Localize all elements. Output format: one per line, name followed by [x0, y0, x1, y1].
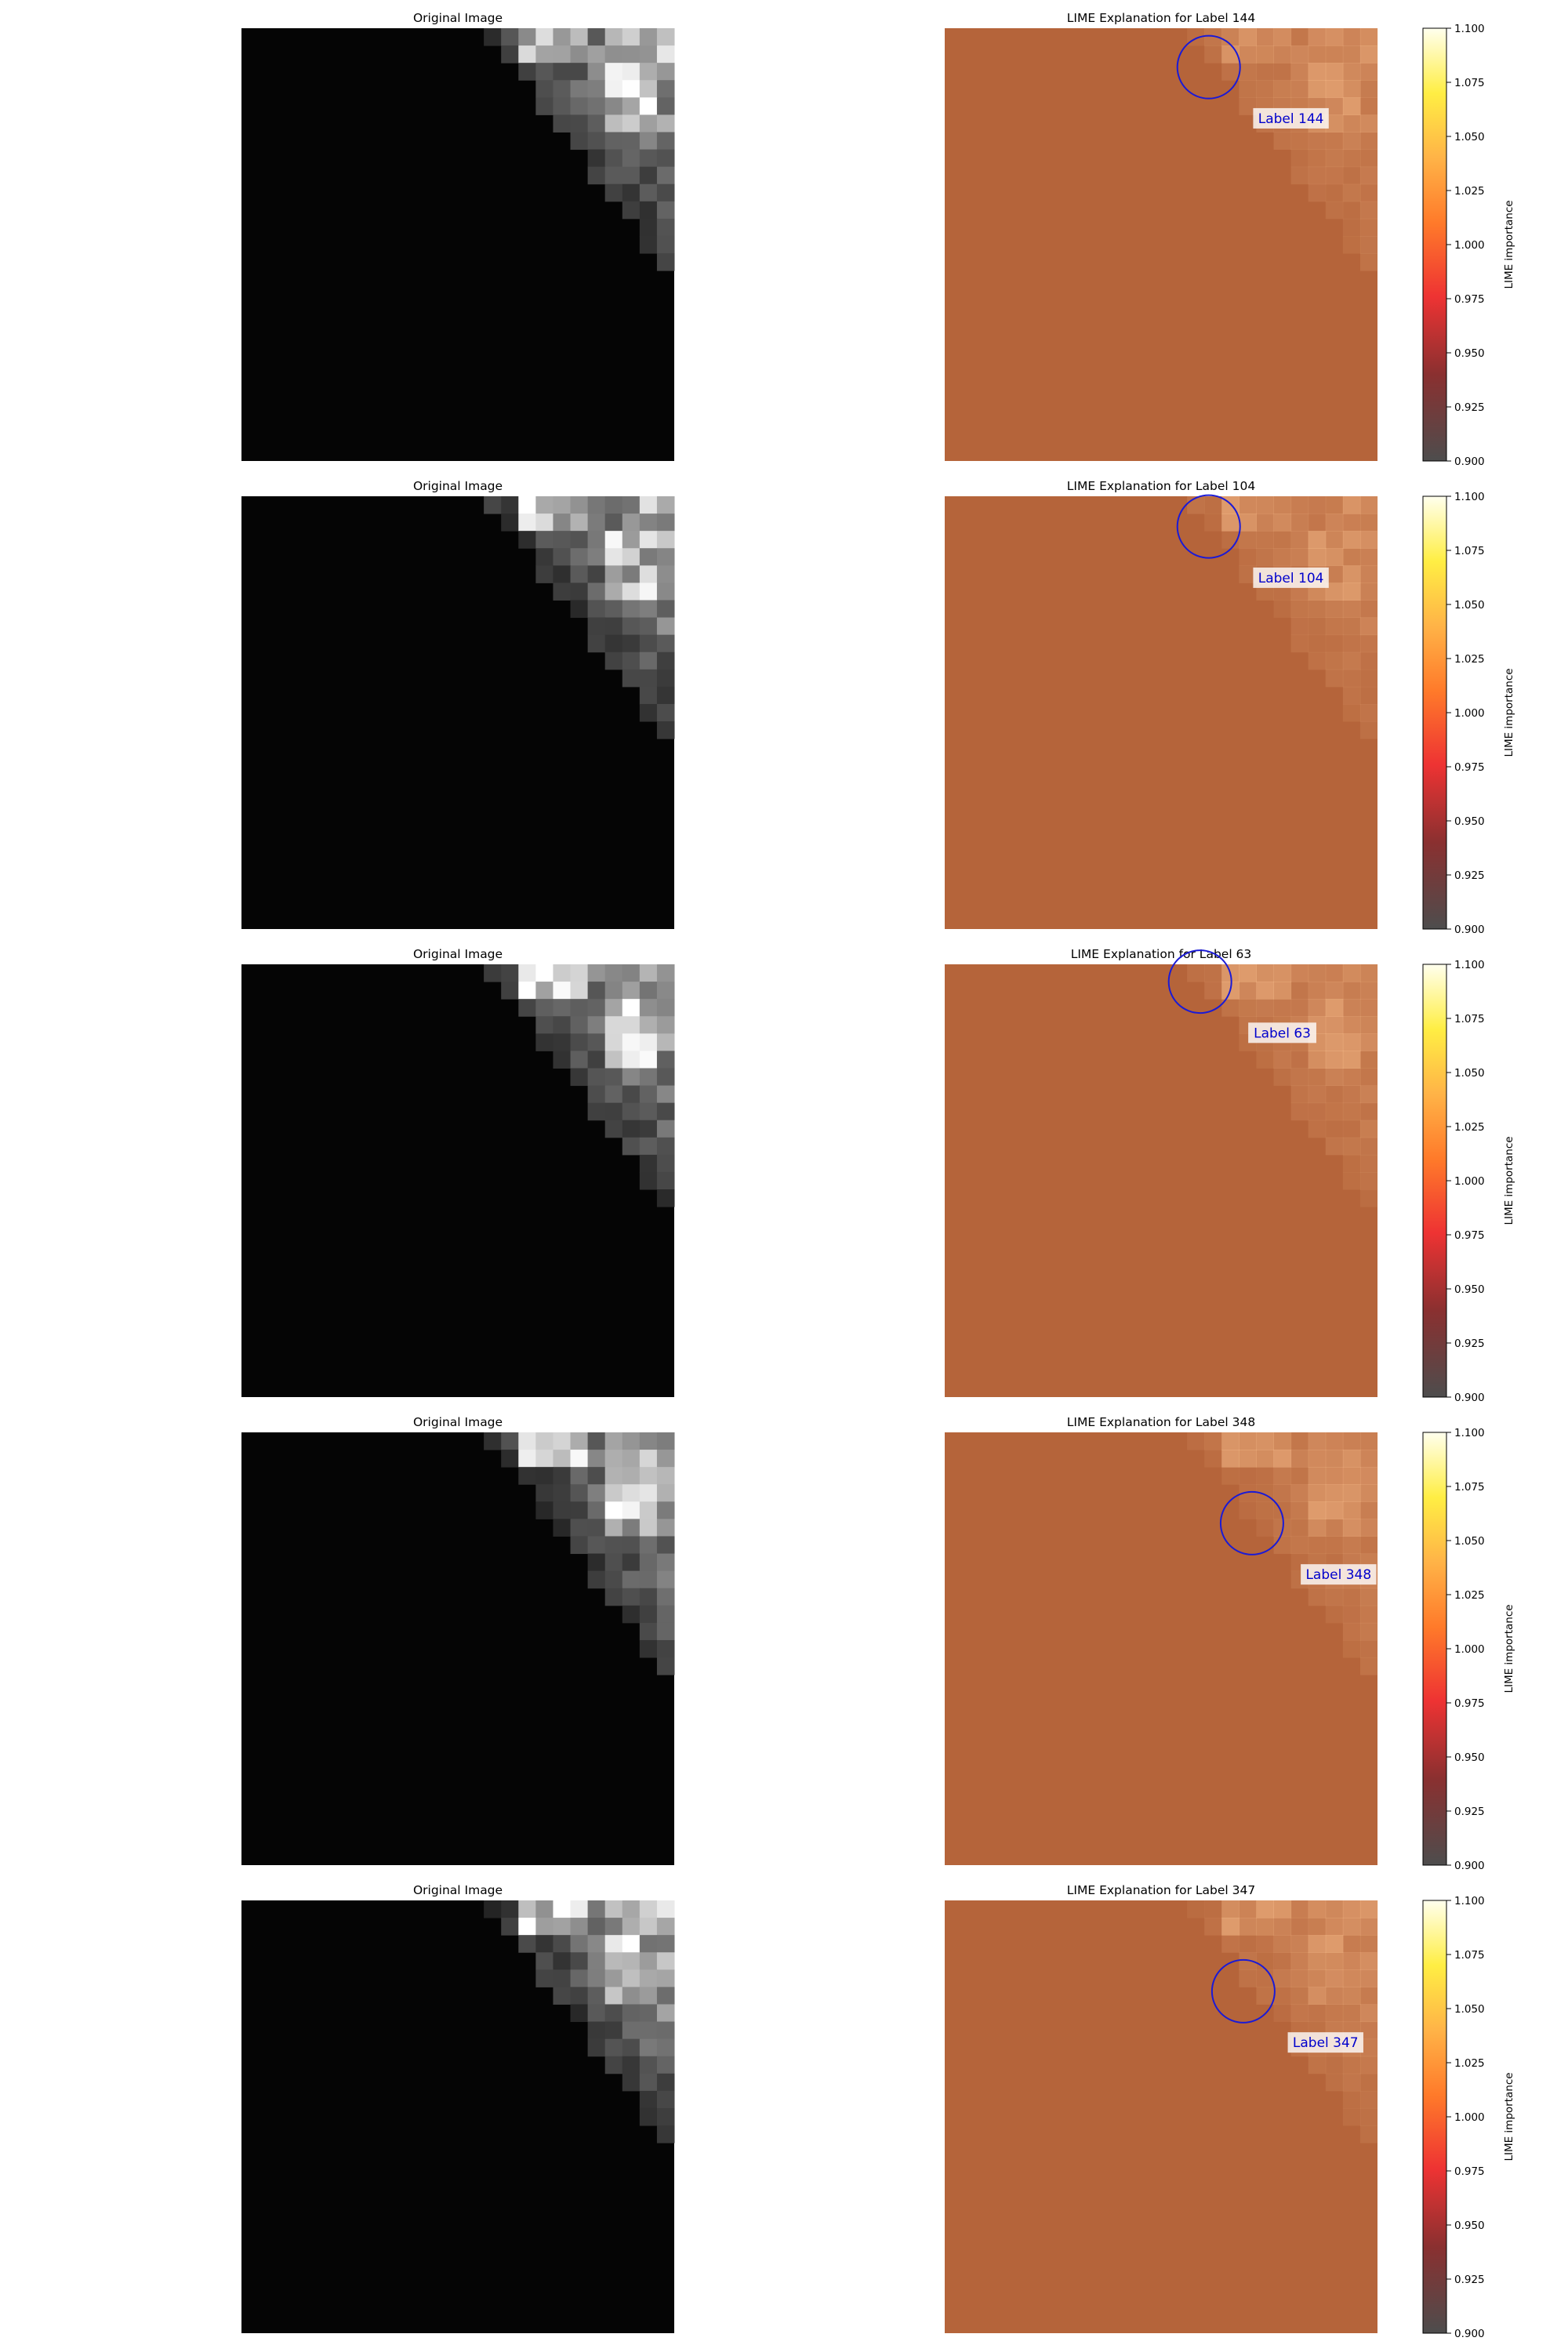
annotation-box [1287, 2032, 1363, 2053]
label-annotation: Label 348 [1305, 1567, 1371, 1583]
colorbar-tick-label: 1.025 [1454, 653, 1485, 666]
highlight-circle [1167, 949, 1232, 1014]
original-image [241, 496, 675, 929]
colorbar-tick-label: 1.025 [1454, 1121, 1485, 1134]
colorbar-tick-label: 0.975 [1454, 1697, 1485, 1710]
colorbar-tick-label: 0.975 [1454, 2165, 1485, 2178]
original-image [241, 1900, 675, 2333]
colorbar-label: LIME importance [1503, 2072, 1515, 2161]
colorbar-tick-label: 1.100 [1454, 959, 1485, 971]
colorbar-tick-label: 1.075 [1454, 1481, 1485, 1494]
colorbar-tick-label: 1.050 [1454, 1535, 1485, 1548]
colorbar-tick-label: 1.000 [1454, 2111, 1485, 2124]
colorbar: 0.900 0.925 0.950 0.975 1.000 1.025 1.050 1.075… [1422, 491, 1515, 936]
original-image-title: Original Image [413, 11, 503, 25]
explanation-title: LIME Explanation for Label 144 [1067, 11, 1255, 25]
highlight-circle [1176, 34, 1241, 100]
label-annotation: Label 144 [1258, 111, 1324, 127]
annotation-box [1248, 1022, 1316, 1044]
colorbar-tick-label: 0.950 [1454, 1751, 1485, 1764]
highlight-circle [1210, 1958, 1276, 2024]
colorbar-tick-label: 0.975 [1454, 1229, 1485, 1242]
original-image-title: Original Image [413, 1883, 503, 1897]
colorbar-tick-label: 0.975 [1454, 761, 1485, 774]
colorbar-tick-label: 1.000 [1454, 707, 1485, 720]
colorbar-tick-label: 1.000 [1454, 1643, 1485, 1656]
colorbar-tick-label: 1.050 [1454, 2003, 1485, 2016]
figure-row: Original Image LIME Explanation for Label… [241, 479, 1515, 936]
colorbar-tick-label: 0.900 [1454, 456, 1485, 468]
colorbar-tick-label: 1.025 [1454, 2057, 1485, 2070]
original-image-title: Original Image [413, 479, 503, 493]
colorbar-tick-label: 0.950 [1454, 1283, 1485, 1296]
colorbar-tick-label: 1.025 [1454, 185, 1485, 198]
label-annotation: Label 104 [1258, 571, 1324, 586]
colorbar-tick-label: 0.925 [1454, 2274, 1485, 2286]
colorbar-label: LIME importance [1503, 668, 1515, 757]
original-image-title: Original Image [413, 947, 503, 961]
figure-row: Original Image LIME Explanation for Label… [241, 1415, 1515, 1872]
colorbar-label: LIME importance [1503, 1604, 1515, 1693]
annotation-box [1253, 567, 1329, 588]
figure-row: Original Image LIME Explanation for Label… [241, 947, 1515, 1404]
lime-explanation-image [945, 1432, 1378, 1865]
colorbar: 0.900 0.925 0.950 0.975 1.000 1.025 1.050 1.075… [1422, 959, 1515, 1404]
colorbar-tick-label: 1.100 [1454, 1895, 1485, 1907]
colorbar-tick-label: 1.075 [1454, 77, 1485, 89]
original-image [241, 964, 675, 1397]
colorbar-tick-label: 0.925 [1454, 869, 1485, 882]
annotation-box [1253, 107, 1329, 129]
highlight-circle [1176, 494, 1241, 559]
colorbar-label: LIME importance [1503, 200, 1515, 289]
colorbar-tick-label: 1.000 [1454, 1175, 1485, 1188]
colorbar-tick-label: 0.950 [1454, 347, 1485, 360]
colorbar-tick-label: 0.925 [1454, 401, 1485, 414]
lime-explanation-image [945, 496, 1378, 929]
explanation-title: LIME Explanation for Label 63 [1071, 947, 1252, 961]
colorbar-tick-label: 0.925 [1454, 1806, 1485, 1818]
figure-row: Original Image LIME Explanation for Label… [241, 1883, 1515, 2340]
colorbar-label: LIME importance [1503, 1136, 1515, 1225]
highlight-circle [1219, 1490, 1284, 1555]
lime-explanation-image [945, 1900, 1378, 2333]
colorbar-tick-label: 0.900 [1454, 924, 1485, 936]
colorbar-tick-label: 1.050 [1454, 131, 1485, 143]
colorbar-tick-label: 1.075 [1454, 545, 1485, 557]
explanation-title: LIME Explanation for Label 347 [1067, 1883, 1255, 1897]
colorbar-tick-label: 1.100 [1454, 23, 1485, 35]
colorbar-tick-label: 0.900 [1454, 1392, 1485, 1404]
figure-row: Original Image LIME Explanation for Label… [241, 11, 1515, 468]
colorbar-tick-label: 0.975 [1454, 293, 1485, 306]
label-annotation: Label 347 [1293, 2035, 1359, 2051]
colorbar: 0.900 0.925 0.950 0.975 1.000 1.025 1.050 1.075… [1422, 1895, 1515, 2340]
original-image [241, 28, 675, 461]
explanation-title: LIME Explanation for Label 348 [1067, 1415, 1255, 1429]
lime-explanation-image [945, 28, 1378, 461]
colorbar-tick-label: 0.950 [1454, 2220, 1485, 2232]
label-annotation: Label 63 [1254, 1025, 1311, 1041]
colorbar: 0.900 0.925 0.950 0.975 1.000 1.025 1.050 1.075… [1422, 23, 1515, 468]
original-image-title: Original Image [413, 1415, 503, 1429]
colorbar-tick-label: 0.950 [1454, 815, 1485, 828]
colorbar-tick-label: 0.925 [1454, 1338, 1485, 1350]
colorbar-tick-label: 1.075 [1454, 1013, 1485, 1025]
colorbar: 0.900 0.925 0.950 0.975 1.000 1.025 1.050 1.075… [1422, 1427, 1515, 1872]
original-image [241, 1432, 675, 1865]
colorbar-tick-label: 1.000 [1454, 239, 1485, 252]
colorbar-tick-label: 1.100 [1454, 1427, 1485, 1439]
colorbar-tick-label: 0.900 [1454, 1860, 1485, 1872]
colorbar-tick-label: 1.075 [1454, 1949, 1485, 1962]
colorbar-tick-label: 1.100 [1454, 491, 1485, 503]
colorbar-tick-label: 1.050 [1454, 1067, 1485, 1080]
colorbar-tick-label: 0.900 [1454, 2328, 1485, 2340]
annotation-box [1301, 1564, 1377, 1585]
colorbar-tick-label: 1.050 [1454, 599, 1485, 612]
colorbar-tick-label: 1.025 [1454, 1589, 1485, 1602]
explanation-title: LIME Explanation for Label 104 [1067, 479, 1255, 493]
